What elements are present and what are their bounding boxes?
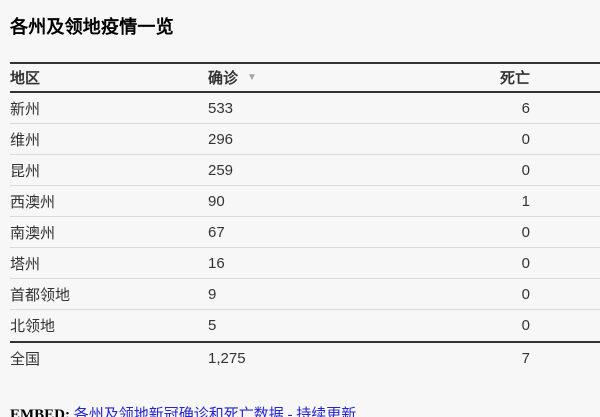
column-header-confirmed-label: 确诊	[208, 70, 239, 87]
cell-deaths: 0	[521, 285, 530, 303]
cell-region: 北领地	[10, 318, 56, 335]
embed-label: EMBED:	[10, 407, 70, 417]
cell-deaths: 0	[521, 161, 530, 179]
table-body: 新州 533 6 维州 296 0 昆州 259 0 西澳州 90 1 南澳州	[10, 93, 600, 341]
cell-confirmed: 67	[208, 223, 225, 241]
cell-deaths: 0	[521, 223, 530, 241]
table-row: 西澳州 90 1	[10, 186, 600, 217]
table-row: 南澳州 67 0	[10, 217, 600, 248]
cell-region: 维州	[10, 131, 41, 149]
data-table: 地区 确诊 ▼ 死亡 新州 533 6 维州 296 0 昆州	[10, 62, 600, 373]
cell-region: 南澳州	[10, 224, 56, 242]
column-header-region-label: 地区	[10, 70, 41, 87]
cell-deaths: 0	[521, 317, 530, 334]
column-header-deaths-label: 死亡	[499, 70, 530, 87]
column-header-confirmed[interactable]: 确诊 ▼	[208, 67, 388, 88]
table-row: 新州 533 6	[10, 93, 600, 124]
cell-confirmed: 90	[208, 192, 225, 210]
column-header-deaths[interactable]: 死亡	[388, 67, 600, 88]
cell-region: 昆州	[10, 162, 41, 180]
cell-deaths: 1	[521, 192, 530, 210]
embed-footer: EMBED: 各州及领地新冠确诊和死亡数据 - 持续更新	[10, 403, 600, 417]
cell-confirmed: 16	[208, 254, 225, 272]
cell-confirmed: 296	[208, 130, 234, 148]
table-row: 昆州 259 0	[10, 155, 600, 186]
cell-region: 新州	[10, 100, 41, 118]
total-deaths: 7	[521, 349, 530, 367]
cell-confirmed: 9	[208, 285, 217, 303]
total-confirmed: 1,275	[208, 349, 246, 367]
cell-region: 首都领地	[10, 286, 71, 304]
cell-confirmed: 533	[208, 99, 234, 117]
cell-confirmed: 5	[208, 317, 217, 334]
embed-link[interactable]: 各州及领地新冠确诊和死亡数据 - 持续更新	[73, 407, 357, 417]
table-row: 北领地 5 0	[10, 310, 600, 341]
cell-region: 西澳州	[10, 193, 56, 211]
table-total-row: 全国 1,275 7	[10, 341, 600, 373]
cell-deaths: 0	[521, 254, 530, 272]
table-row: 首都领地 9 0	[10, 279, 600, 310]
page-title: 各州及领地疫情一览	[10, 17, 174, 37]
sort-desc-icon: ▼	[247, 71, 257, 83]
cell-deaths: 6	[521, 99, 530, 117]
table-header-row: 地区 确诊 ▼ 死亡	[10, 62, 600, 93]
table-row: 维州 296 0	[10, 124, 600, 155]
column-header-region[interactable]: 地区	[10, 67, 208, 88]
cell-confirmed: 259	[208, 161, 234, 179]
table-row: 塔州 16 0	[10, 248, 600, 279]
total-region: 全国	[10, 350, 41, 368]
cell-region: 塔州	[10, 255, 41, 273]
cell-deaths: 0	[521, 130, 530, 148]
